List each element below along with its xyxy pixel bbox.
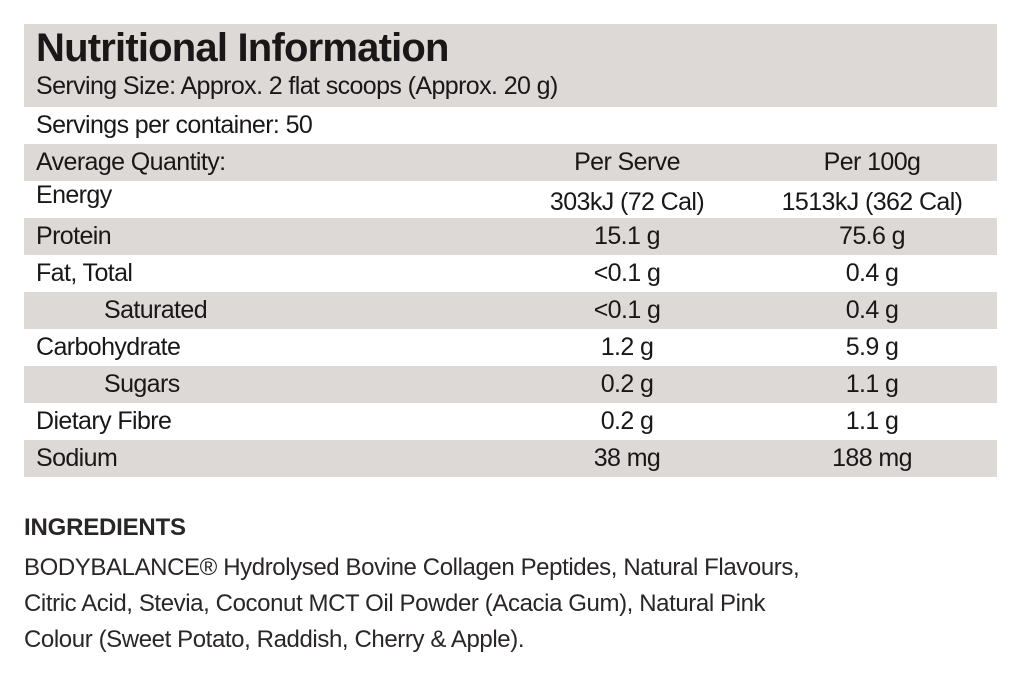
table-row: Saturated <0.1 g 0.4 g <box>24 292 997 329</box>
per-100g-value: 5.9 g <box>845 333 899 361</box>
servings-per-container: Servings per container: 50 <box>36 111 313 139</box>
per-serve-value: 0.2 g <box>600 370 654 398</box>
nutrient-label: Dietary Fibre <box>36 407 172 435</box>
per-100g-value: 1.1 g <box>845 407 899 435</box>
nutrition-table: Nutritional Information Serving Size: Ap… <box>24 24 997 477</box>
column-header-row: Average Quantity: Per Serve Per 100g <box>24 144 997 181</box>
table-row: Energy 303kJ (72 Cal) 1513kJ (362 Cal) <box>24 181 997 218</box>
table-row: Protein 15.1 g 75.6 g <box>24 218 997 255</box>
table-header: Nutritional Information Serving Size: Ap… <box>24 24 997 107</box>
nutrient-label: Sugars <box>104 370 180 398</box>
per-100g-value: 0.4 g <box>845 259 899 287</box>
per-serve-value: <0.1 g <box>593 259 661 287</box>
per-serve-value: 1.2 g <box>600 333 654 361</box>
ingredients-line: Citric Acid, Stevia, Coconut MCT Oil Pow… <box>24 590 766 617</box>
per-serve-value: 303kJ (72 Cal) <box>549 188 705 216</box>
per-100g-value: 75.6 g <box>839 222 906 250</box>
table-title: Nutritional Information <box>36 26 449 70</box>
per-100g-value: 1513kJ (362 Cal) <box>781 188 963 216</box>
per-100g-value: 188 mg <box>832 444 912 472</box>
per-100g-header: Per 100g <box>823 148 921 176</box>
nutrient-label: Energy <box>36 181 112 209</box>
ingredients-line: BODYBALANCE® Hydrolysed Bovine Collagen … <box>24 554 800 581</box>
table-row: Carbohydrate 1.2 g 5.9 g <box>24 329 997 366</box>
average-quantity-label: Average Quantity: <box>36 148 226 176</box>
serving-size: Serving Size: Approx. 2 flat scoops (App… <box>36 72 558 100</box>
ingredients-heading: INGREDIENTS <box>24 514 186 541</box>
table-row: Sugars 0.2 g 1.1 g <box>24 366 997 403</box>
servings-row: Servings per container: 50 <box>24 107 997 144</box>
nutrient-label: Sodium <box>36 444 118 472</box>
per-100g-value: 1.1 g <box>845 370 899 398</box>
nutrient-label: Fat, Total <box>36 259 133 287</box>
per-serve-value: <0.1 g <box>593 296 661 324</box>
nutrient-label: Saturated <box>104 296 208 324</box>
per-serve-header: Per Serve <box>574 148 680 176</box>
nutrient-label: Protein <box>36 222 112 250</box>
nutrient-label: Carbohydrate <box>36 333 181 361</box>
per-100g-value: 0.4 g <box>845 296 899 324</box>
ingredients-section: INGREDIENTS BODYBALANCE® Hydrolysed Bovi… <box>24 514 800 658</box>
per-serve-value: 38 mg <box>593 444 661 472</box>
per-serve-value: 15.1 g <box>594 222 661 250</box>
ingredients-line: Colour (Sweet Potato, Raddish, Cherry & … <box>24 626 525 653</box>
table-row: Fat, Total <0.1 g 0.4 g <box>24 255 997 292</box>
table-row: Sodium 38 mg 188 mg <box>24 440 997 477</box>
table-row: Dietary Fibre 0.2 g 1.1 g <box>24 403 997 440</box>
per-serve-value: 0.2 g <box>600 407 654 435</box>
